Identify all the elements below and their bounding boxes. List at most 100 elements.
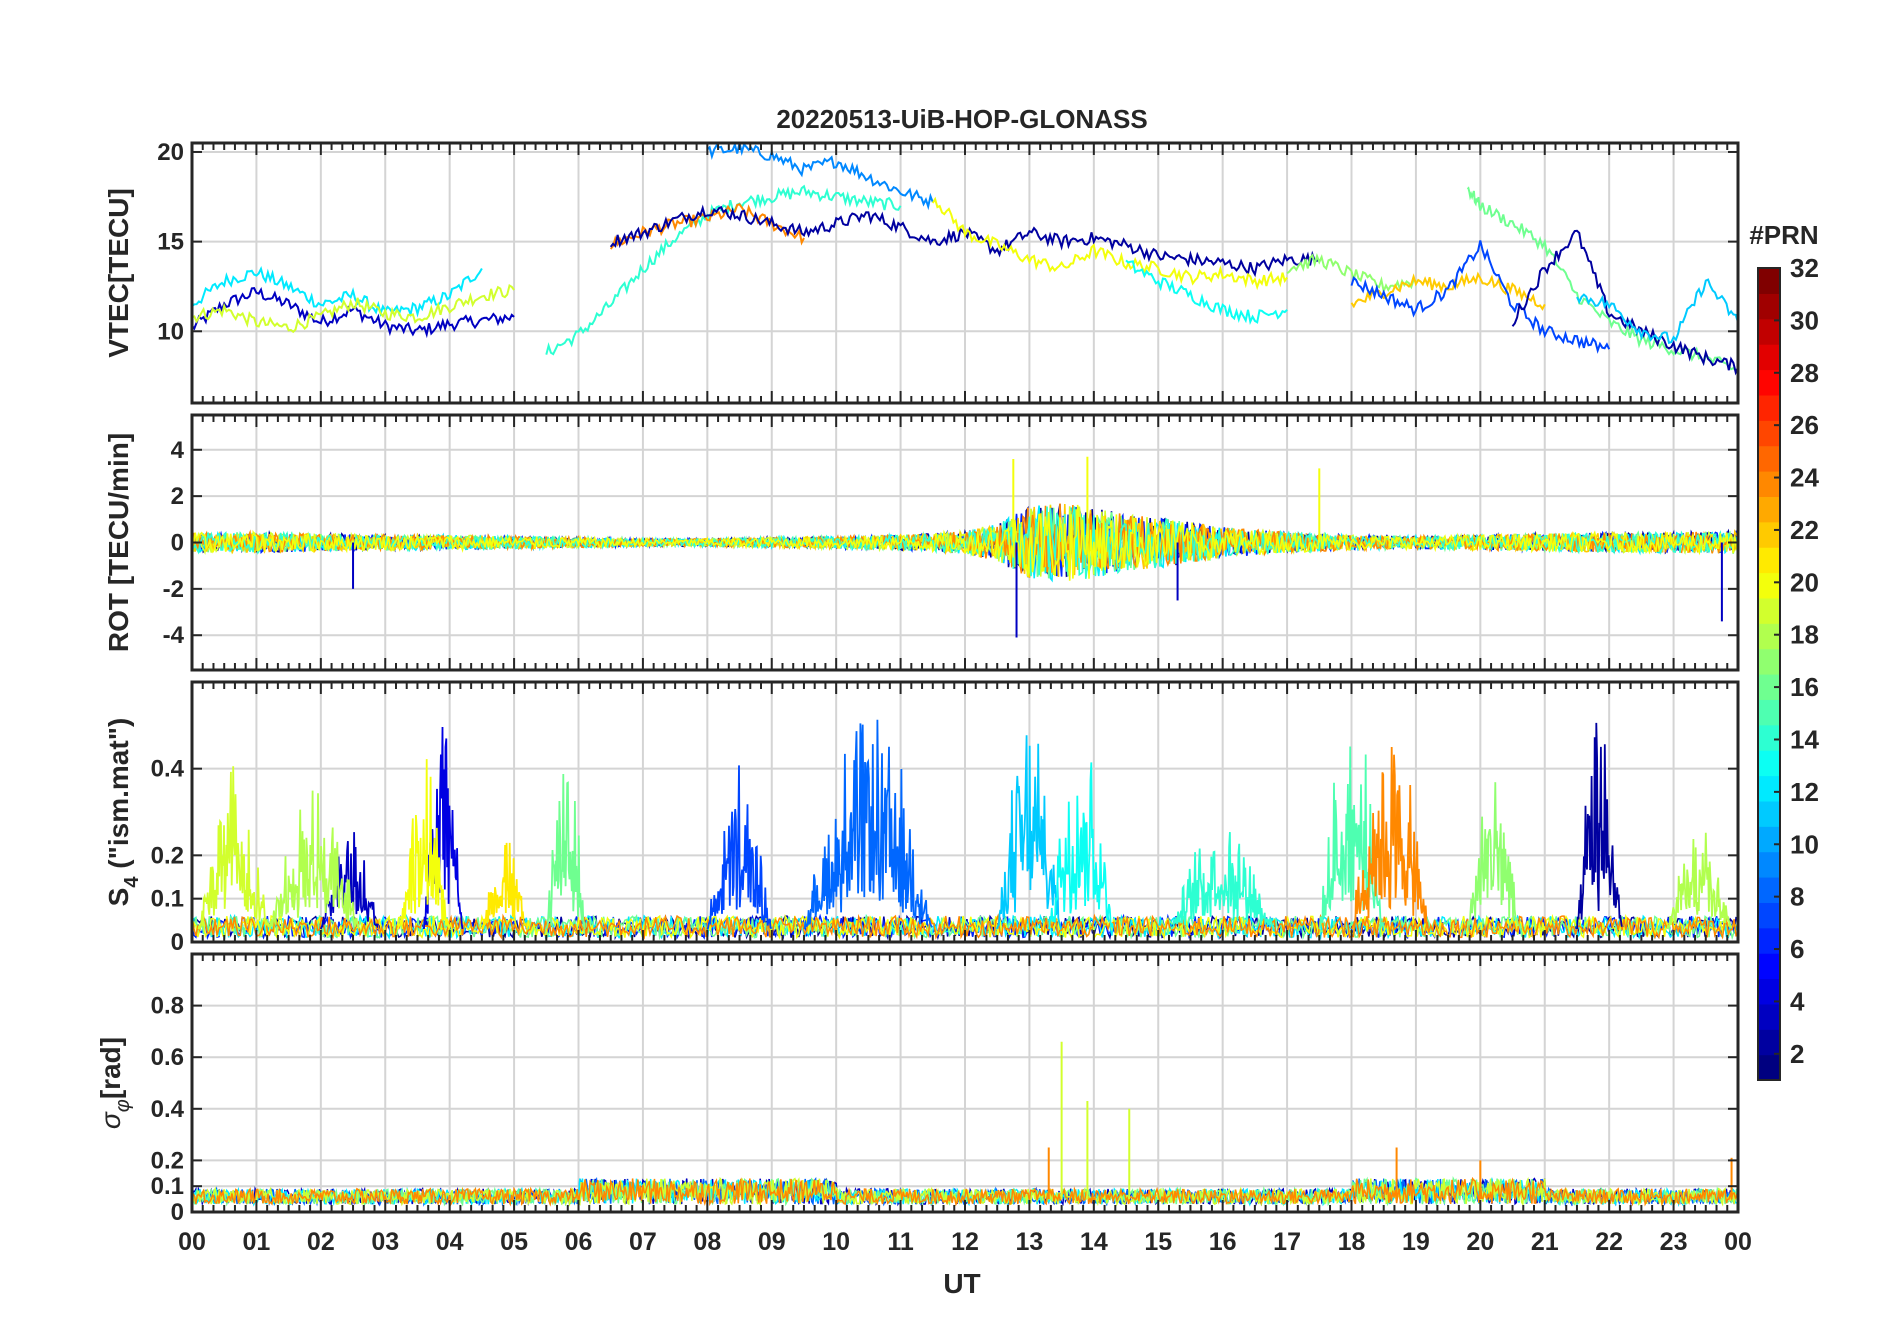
series-prn-2 [1511,229,1738,376]
x-tick-label: 19 [1402,1228,1430,1256]
colorbar-segment [1758,394,1780,421]
s4-series-prn-2 [1576,722,1623,930]
x-tick-label: 08 [693,1228,721,1256]
x-tick-label: 22 [1595,1228,1623,1256]
x-tick-label: 00 [178,1228,206,1256]
colorbar-segment [1758,597,1780,624]
data-lines [192,456,1738,638]
y-tick-label: 0.4 [151,756,185,783]
colorbar-segment [1758,648,1780,675]
colorbar-segment [1758,293,1780,320]
colorbar-tick-label: 2 [1790,1039,1804,1069]
colorbar-segment [1758,699,1780,726]
colorbar-tick-label: 14 [1790,724,1819,754]
x-tick-label: 13 [1016,1228,1044,1256]
y-tick-label: 0.6 [151,1044,184,1071]
s4-series-prn-8 [803,719,933,930]
colorbar-segment [1758,445,1780,472]
y-axis-label: S4 ("ism.mat") [103,718,143,907]
data-lines [192,143,1738,376]
colorbar-segment [1758,547,1780,574]
x-tick-label: 11 [887,1228,914,1256]
colorbar-segment [1758,369,1780,396]
x-tick-label: 06 [565,1228,593,1256]
series-prn-13 [1125,259,1288,325]
colorbar-tick-label: 30 [1790,305,1819,335]
colorbar-segment [1758,927,1780,954]
x-axis-label: UT [943,1268,980,1299]
ticks [191,143,1739,403]
x-tick-label: 15 [1144,1228,1172,1256]
x-tick-labels: 00 01 02 03 04 05 06 07 08 09 10 11 12 13 14 15 16 17 18 19… [178,1228,1752,1256]
colorbar-segment [1758,471,1780,497]
y-tick-label: 4 [171,437,185,464]
data-lines [192,719,1737,941]
colorbar-tick-label: 16 [1790,672,1819,702]
colorbar-segment [1758,1003,1780,1030]
y-tick-label: -2 [163,576,184,603]
x-tick-label: 12 [951,1228,979,1256]
x-tick-label: 00 [1724,1228,1752,1256]
s4-series-prn-20 [397,759,450,930]
colorbar-segment [1758,496,1780,523]
x-tick-label: 02 [307,1228,335,1256]
colorbar-frame [1757,267,1781,1081]
y-tick-label: 10 [157,318,184,345]
s4-series-prn-19 [197,766,270,931]
y-tick-label: 0.2 [151,842,184,869]
s4-series-prn-24 [1350,746,1429,930]
rot-series-prn-14 [192,506,1738,579]
x-tick-label: 10 [822,1228,850,1256]
x-tick-label: 05 [500,1228,528,1256]
y-tick-label: 15 [157,229,184,256]
colorbar-segment [1758,800,1780,827]
rot-series-prn-20 [192,504,1738,581]
y-tick-label: 0.1 [151,886,184,913]
y-axis-label: σφ[rad] [95,1037,134,1129]
y-axis-label: ROT [TECU/min] [103,433,134,652]
y-tick-label: 20 [157,139,184,166]
colorbar-segment [1758,724,1780,751]
series-prn-7 [1350,240,1611,354]
x-tick-label: 03 [371,1228,399,1256]
colorbar-segment [1758,344,1780,371]
series-prn-9 [706,143,934,211]
colorbar-segment [1758,1054,1780,1081]
series-prn-14 [545,184,902,356]
y-tick-label: 0 [171,1199,184,1226]
colorbar-segment [1758,953,1780,980]
panel-sigma_phi: 00.10.2 0.4 0.6 0.8 σφ[rad] [95,952,1740,1226]
series-prn-20 [931,196,1288,291]
colorbar-segment [1758,420,1780,447]
y-tick-label: 0.1 [151,1173,184,1200]
colorbar-tick-label: 4 [1790,986,1805,1016]
s4-series-prn-16 [545,773,586,930]
ticks [191,954,1739,1213]
colorbar-segment [1758,521,1780,548]
x-tick-label: 01 [243,1228,271,1256]
panel-rot: -4 -2 0 2 4 ROT [TECU/min] [103,413,1740,672]
series-prn-19 [192,283,515,334]
x-tick-label: 09 [758,1228,786,1256]
series-prn-22 [1350,271,1546,311]
x-tick-label: 17 [1273,1228,1301,1256]
s4-series-prn-7 [706,765,773,930]
colorbar-segment [1758,572,1780,599]
colorbar-segment [1758,826,1780,853]
colorbar-tick-label: 28 [1790,358,1819,388]
colorbar-tick-label: 32 [1790,253,1819,283]
y-tick-label: -4 [163,622,185,649]
x-tick-label: 23 [1660,1228,1688,1256]
colorbar-segment [1758,978,1780,1005]
colorbar-tick-label: 18 [1790,620,1819,650]
colorbar-segment [1758,851,1780,878]
colorbar-segment [1758,775,1780,802]
s4-series-prn-18 [1666,832,1733,930]
colorbar-tick-label: 22 [1790,515,1819,545]
panel-vtec: 10 15 20 VTEC[TECU] [103,139,1740,405]
ticks [191,682,1739,943]
y-tick-label: 0.2 [151,1147,184,1174]
colorbar-segment [1758,623,1780,650]
rot-series-prn-19 [192,504,1738,577]
